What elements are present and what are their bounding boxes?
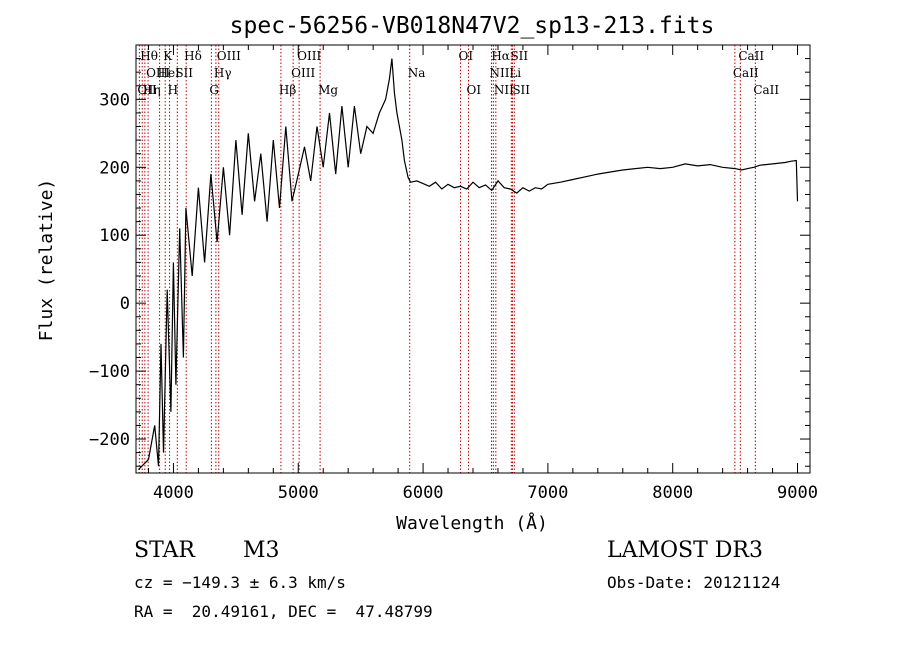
coordinates: RA = 20.49161, DEC = 47.48799 (134, 602, 433, 621)
line-label: CaII (753, 83, 779, 97)
emission-line-labels: HθOIIHηOIIIHeIKHSIIHδGHγOIIIHβOIIIOIIIMg… (137, 49, 779, 97)
line-label: CaII (738, 49, 764, 63)
object-class: STAR (134, 538, 195, 563)
line-label: Hβ (279, 83, 296, 97)
y-tick-label: 0 (120, 294, 130, 314)
line-label: SII (510, 49, 528, 63)
x-tick-label: 9000 (777, 483, 818, 503)
y-tick-label: 300 (99, 90, 130, 110)
line-label: Li (509, 66, 521, 80)
line-label: HeI (158, 66, 181, 80)
line-label: OI (459, 49, 474, 63)
line-label: Hθ (140, 49, 158, 63)
spectrum-series (138, 58, 799, 471)
line-label: Hδ (184, 49, 202, 63)
y-tick-label: 200 (99, 158, 130, 178)
line-label: NII (489, 66, 509, 80)
object-subclass: M3 (243, 538, 280, 563)
line-label: OIII (297, 49, 321, 63)
redshift-velocity: cz = −149.3 ± 6.3 km/s (134, 573, 346, 592)
line-label: SII (512, 83, 530, 97)
survey-name: LAMOST DR3 (607, 538, 763, 563)
x-tick-label: 8000 (652, 483, 693, 503)
line-label: Hγ (214, 66, 232, 80)
line-label: CaII (733, 66, 759, 80)
x-tick-label: 6000 (403, 483, 444, 503)
line-label: K (163, 49, 173, 63)
observation-date: Obs-Date: 20121124 (607, 573, 781, 592)
line-label: G (209, 83, 219, 97)
line-label: Na (408, 66, 426, 80)
line-label: OII (137, 83, 157, 97)
line-label: OIII (146, 66, 170, 80)
y-tick-label: −200 (89, 430, 130, 450)
x-tick-label: 4000 (153, 483, 194, 503)
chart-title: spec-56256-VB018N47V2_sp13-213.fits (230, 13, 715, 39)
line-label: H (168, 83, 178, 97)
line-label: Hη (143, 83, 161, 97)
spectrum-line (138, 58, 799, 471)
y-tick-label: −100 (89, 362, 130, 382)
y-axis-label: Flux (relative) (36, 179, 57, 342)
line-label: NII (494, 83, 514, 97)
axes (135, 44, 811, 474)
line-label: SII (175, 66, 193, 80)
line-label: OIII (217, 49, 241, 63)
emission-line-markers (138, 45, 756, 473)
x-tick-label: 7000 (527, 483, 568, 503)
line-label: OIII (291, 66, 315, 80)
line-label: Mg (318, 83, 338, 97)
x-axis-label: Wavelength (Å) (396, 512, 548, 534)
line-label: Hα (491, 49, 510, 63)
line-label: OI (467, 83, 482, 97)
tick-marks: 4000 5000 6000 7000 8000 9000 −200 −100 0 100 200 3… (89, 44, 818, 503)
y-tick-label: 100 (99, 226, 130, 246)
plot-frame (135, 44, 811, 474)
x-tick-label: 5000 (278, 483, 319, 503)
